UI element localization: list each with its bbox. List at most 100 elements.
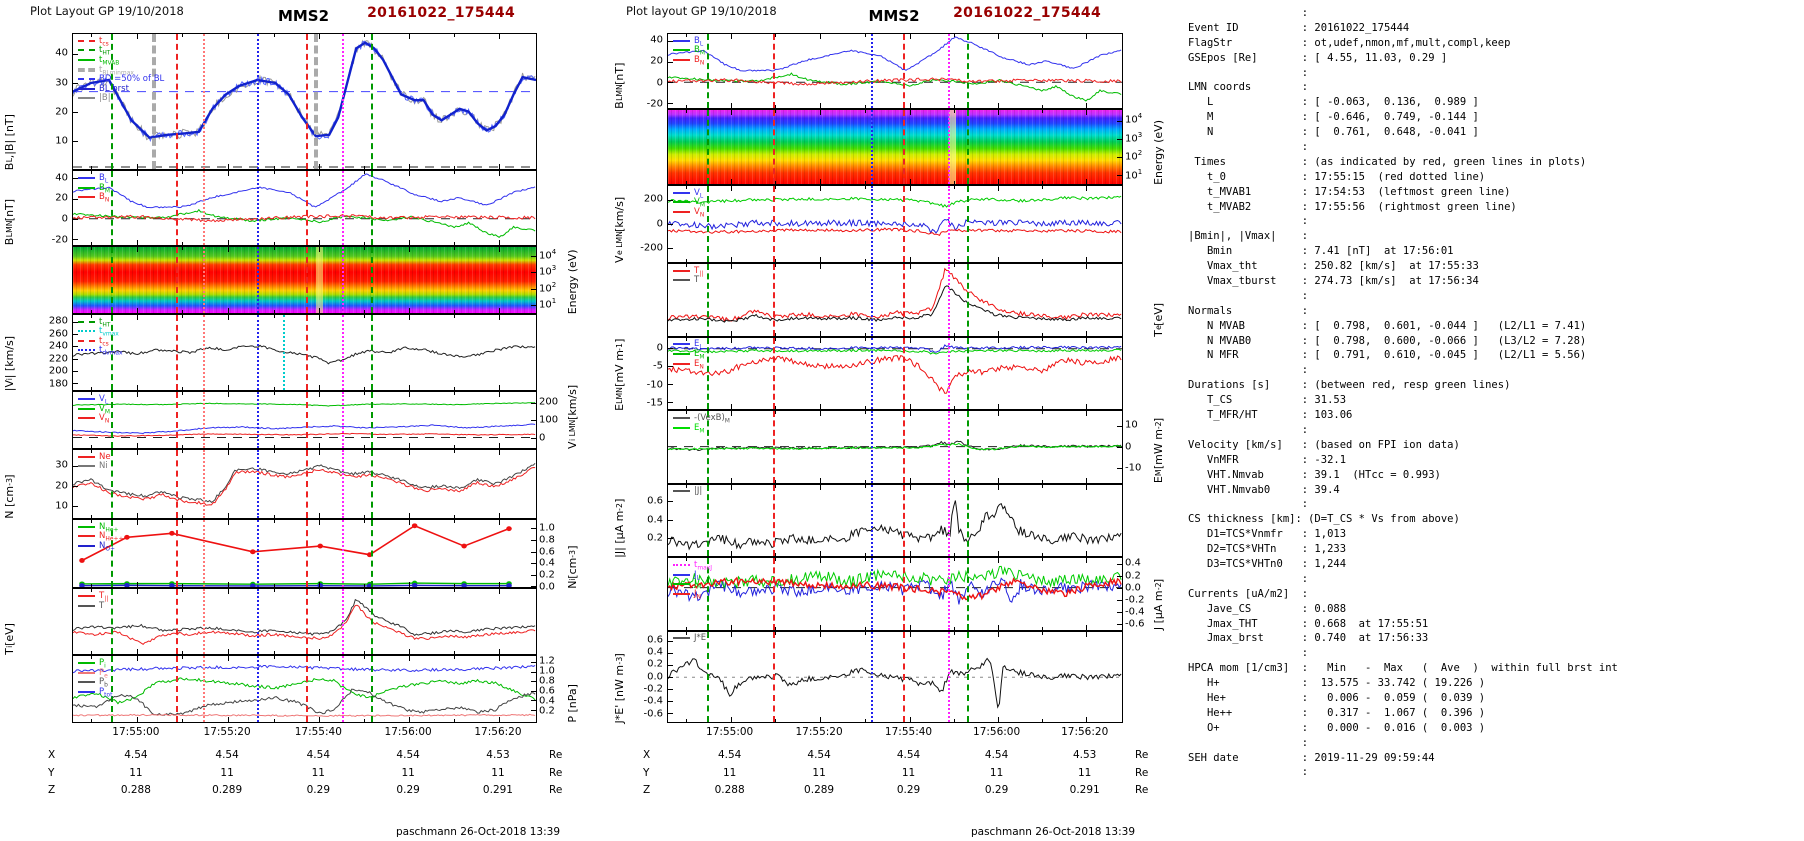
legend-swatch [673,49,690,52]
ephemeris-value: 4.54 [896,749,921,761]
time-tick-minor [685,479,687,483]
time-tick [730,256,732,262]
time-axis: 17:55:00 17:55:20 17:55:40 17:56:00 17:56:20 [610,726,1188,741]
time-tick [909,34,911,39]
left-plot-panel: Plot Layout GP 19/10/2018 MMS2 20161022_… [0,0,610,841]
t-maxj-line [341,392,344,449]
t-vmax-line [283,314,286,391]
t-mvab2-line [967,34,970,108]
time-tick-minor [775,411,777,415]
legend-item: VL [673,188,705,199]
time-tick-minor [864,626,866,630]
y-tick-label: 10 [55,500,68,512]
electron-temperature-legend: T|| T [673,266,703,285]
time-tick-minor [953,406,955,410]
|J|-trace [668,500,1121,549]
time-tick [409,392,411,398]
time-tick [1085,551,1087,557]
time-tick [498,385,500,391]
t-dvmax-line [870,109,873,184]
legend-swatch [78,177,95,180]
info-line: D1=TCS*Vnmfr : 1,013 [1188,528,1347,541]
time-tick [319,392,321,398]
time-tick-minor [775,484,777,488]
legend-swatch [673,426,690,429]
time-tick-minor [775,34,777,37]
y-axis-label: J [μA m -2] [1152,578,1165,631]
plot-stack: 40 20 0 -20 B LMN [nT] BL BM BN 104 103 102 101 Energ… [610,33,1188,723]
time-tick-minor [1041,109,1043,113]
time-tick [997,558,999,564]
time-tick-minor [1041,263,1043,267]
time-tick [136,314,138,320]
time-tick-minor [685,631,687,635]
legend-item: EM [673,423,730,434]
time-tick [498,589,500,595]
legend-swatch [673,191,690,194]
legend-label: Pe [99,667,108,680]
time-tick-minor [182,589,184,593]
legend-item: T [673,275,703,285]
bl-babs-plot [73,34,536,169]
time-tick-label: 17:55:00 [112,726,160,738]
legend-item: NHe+ [78,522,123,533]
legend-label: J*E' [694,633,709,644]
t-mvab2-line [371,656,374,722]
time-tick [136,512,138,518]
legend-swatch [673,362,690,365]
time-tick [498,314,500,320]
time-tick [730,551,732,557]
y-tick-label: 30 [55,77,68,89]
ephemeris-unit: Re [549,766,563,779]
legend-swatch [78,186,95,189]
legend-label: EL [694,339,703,352]
y-tick-label: 100 [539,414,559,426]
pressure-left-axis [0,655,72,723]
time-tick [409,450,411,456]
time-tick-minor [953,258,955,262]
time-tick [136,164,138,170]
info-line: He+ : 0.006 - 0.059 ( 0.039 ) [1188,691,1486,704]
y-tick [1117,564,1122,566]
ion-energy-spectrogram-panel: 104 103 102 101 Energy (eV) [0,245,610,314]
electron-energy-spectrogram-plot-area [667,108,1123,185]
t-cs-end-line [903,263,906,336]
time-tick-minor [864,558,866,562]
time-tick-minor [775,479,777,483]
time-tick [730,263,732,269]
time-tick [730,337,732,343]
t-cs-end-line [306,450,309,518]
b-lmn-plot-area: BL BM BN [667,33,1123,109]
time-tick-minor [775,180,777,184]
t-mvab1-line [706,484,709,557]
t-cs-end-line [306,34,309,170]
time-tick [498,246,500,252]
e-lmn-right-axis [1121,337,1188,411]
b-lmn-right-axis [535,170,610,245]
y-tick-label: 280 [48,315,68,327]
time-tick-minor [953,631,955,635]
info-line: : [1188,766,1309,779]
time-tick-minor [685,558,687,562]
Ni-trace [73,463,535,502]
time-tick [1085,716,1087,722]
legend-swatch [673,58,690,61]
y-tick-label: 20 [55,192,68,204]
time-tick [498,450,500,456]
y-tick-label: 200 [643,193,663,205]
time-tick-minor [775,185,777,189]
time-tick-minor [454,656,456,660]
y-tick [668,348,673,350]
y-tick-label: 0.0 [1125,582,1141,594]
t-mvab2-line [371,246,374,313]
time-tick [997,102,999,108]
time-tick-minor [864,406,866,410]
ephemeris-value: 4.53 [1072,749,1097,761]
t-maxj-line [341,314,344,391]
time-tick [228,443,230,449]
event-id-title: 20161022_175444 [953,5,1101,21]
time-tick-minor [91,387,93,391]
time-tick-minor [953,484,955,488]
time-tick [409,589,411,595]
time-tick-minor [273,246,275,250]
